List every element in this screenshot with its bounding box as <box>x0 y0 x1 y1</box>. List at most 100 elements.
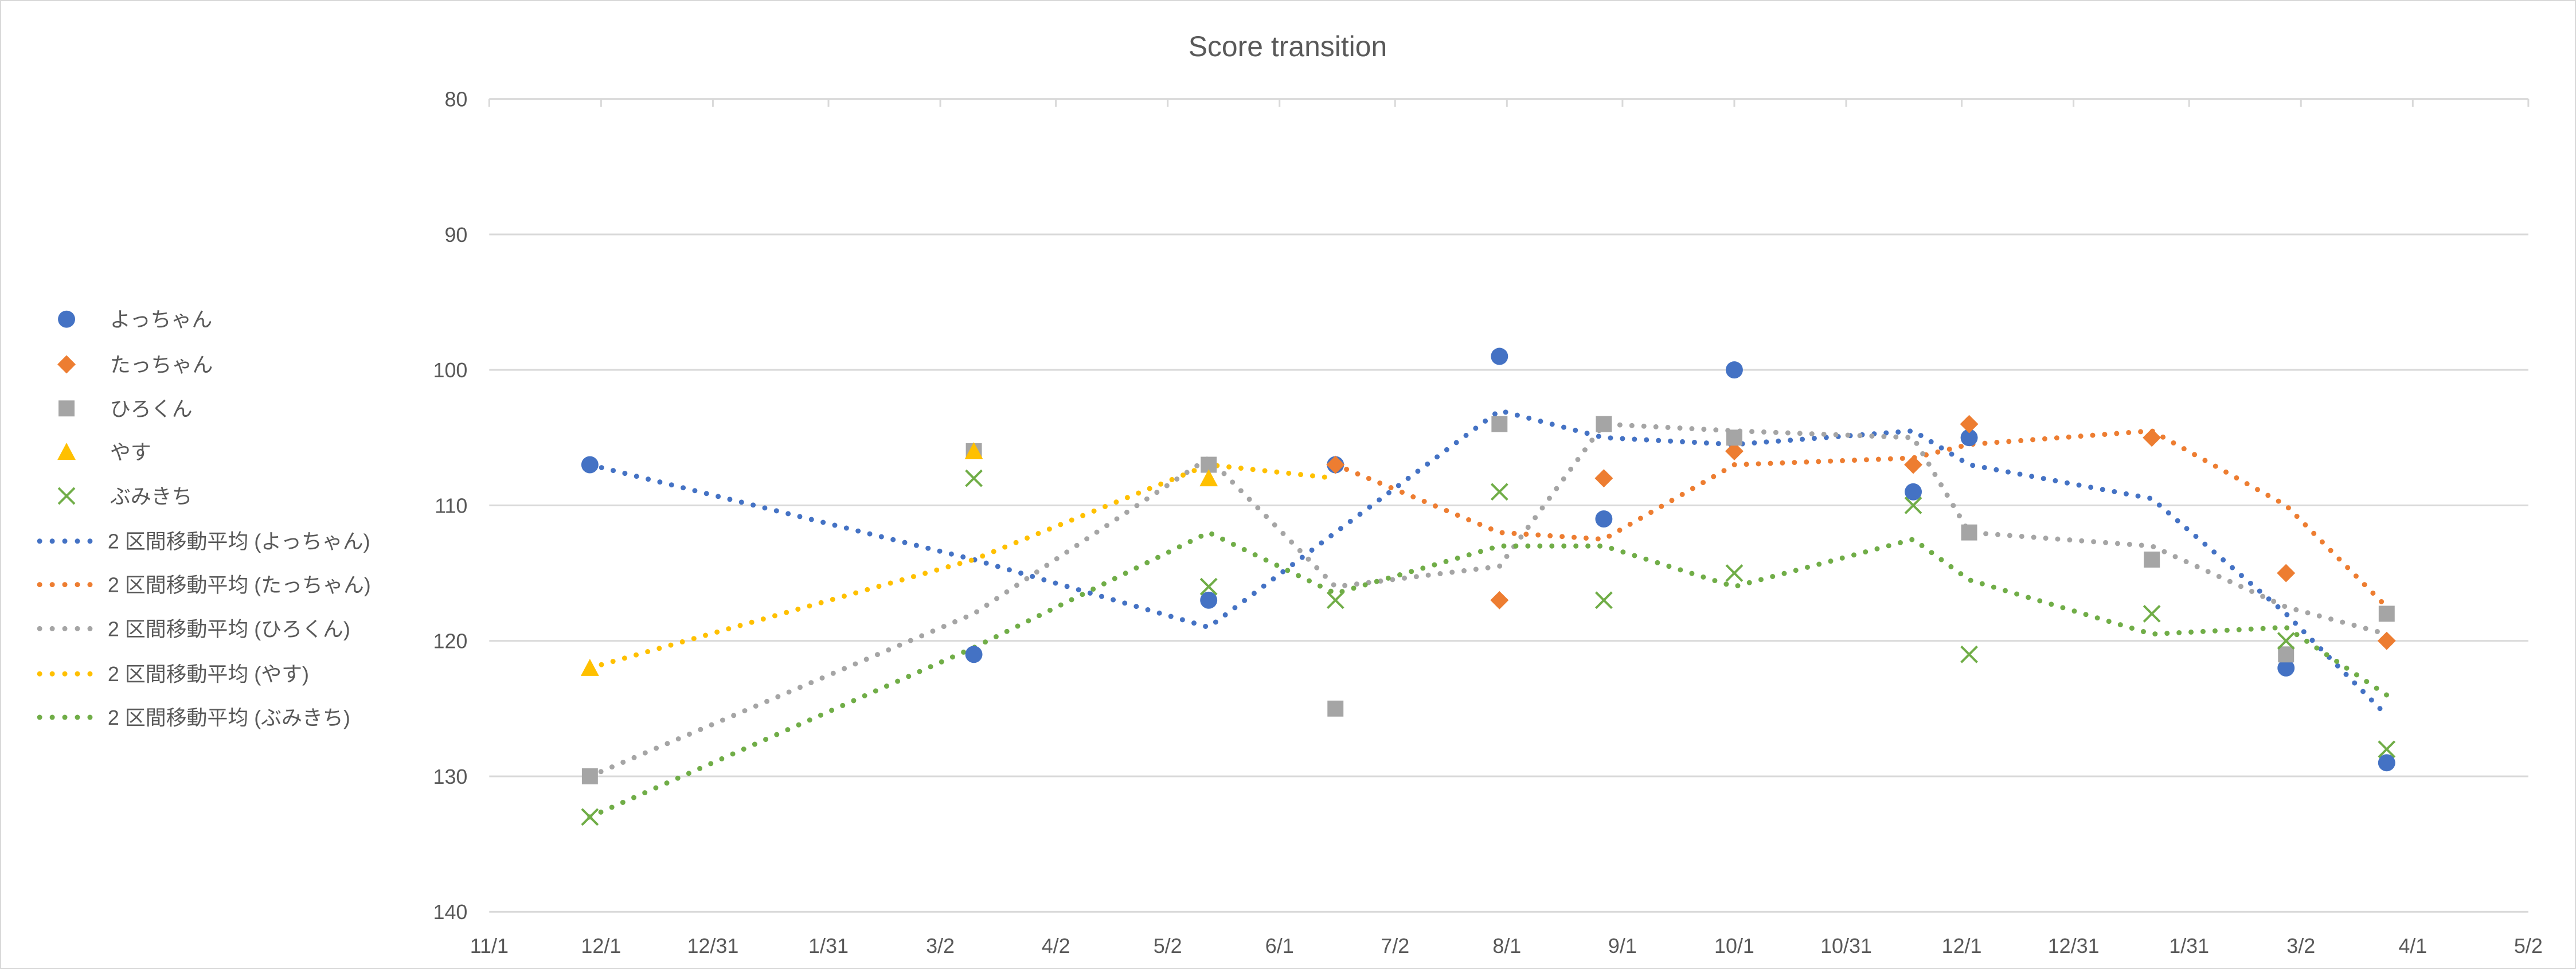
data-point <box>1199 577 1218 596</box>
data-point <box>1904 497 1922 514</box>
data-point <box>1327 700 1344 717</box>
chart-title: Score transition <box>1189 30 1387 62</box>
data-point <box>1904 455 1923 474</box>
data-point <box>2378 754 2395 772</box>
data-point <box>1326 591 1344 609</box>
y-tick-label: 110 <box>435 494 467 517</box>
data-point <box>1596 416 1612 432</box>
data-point <box>1326 455 1345 474</box>
x-tick-label: 9/1 <box>1608 934 1637 958</box>
data-point <box>2378 740 2396 759</box>
x-tick-label: 4/2 <box>1042 934 1070 958</box>
triangle-marker-icon <box>57 443 76 460</box>
x-tick-label: 5/2 <box>1154 934 1182 958</box>
gridlines <box>489 98 2528 913</box>
y-axis: 80 90 100 110 120 130 140 <box>433 88 467 924</box>
x-stroke <box>2378 740 2396 759</box>
legend-label: たっちゃん <box>110 353 213 376</box>
data-point <box>1595 510 1613 528</box>
x-tick-label: 3/2 <box>926 934 955 958</box>
legend-item: 2 区間移動平均 (たっちゃん) <box>37 573 371 597</box>
y-tick-label: 100 <box>433 358 467 382</box>
legend-item: ぶみきち <box>57 484 193 508</box>
x-tick-label: 7/2 <box>1381 934 1409 958</box>
data-point <box>580 658 599 676</box>
data-point <box>1960 415 1979 433</box>
legend-item: 2 区間移動平均 (ぶみきち) <box>37 706 350 729</box>
moving-average-lines <box>587 408 2390 820</box>
legend-item: たっちゃん <box>57 353 213 376</box>
x-tick-label: 4/1 <box>2398 934 2427 958</box>
data-point <box>1490 591 1509 609</box>
legend-item: やす <box>57 440 151 464</box>
data-point <box>1725 564 1744 582</box>
x-stroke <box>1326 591 1344 609</box>
x-stroke <box>1490 483 1508 501</box>
x-stroke <box>1960 645 1978 663</box>
square-marker-icon <box>58 400 75 417</box>
legend-item: 2 区間移動平均 (やす) <box>37 662 309 686</box>
x-stroke <box>1725 564 1744 582</box>
data-point <box>1905 483 1922 501</box>
data-point <box>1491 347 1508 365</box>
x-stroke <box>965 469 983 487</box>
x-axis: 11/1 12/1 12/31 1/31 3/2 4/2 5/2 6/1 7/2 8/1 9/1 10… <box>470 99 2543 958</box>
legend-item: 2 区間移動平均 (よっちゃん) <box>37 530 370 553</box>
x-stroke <box>2143 605 2161 623</box>
x-tick-label: 11/1 <box>470 934 509 958</box>
x-stroke <box>1595 591 1613 609</box>
x-stroke <box>1904 497 1922 514</box>
data-point <box>581 768 598 784</box>
data-point <box>1199 469 1218 487</box>
data-point <box>1490 483 1508 501</box>
legend-label: 2 区間移動平均 (ぶみきち) <box>108 706 350 729</box>
x-tick-label: 8/1 <box>1492 934 1521 958</box>
data-point <box>2277 564 2296 583</box>
legend-label: 2 区間移動平均 (よっちゃん) <box>108 530 370 553</box>
data-point <box>1594 469 1613 488</box>
moving-average-line <box>587 408 2390 718</box>
legend-label: 2 区間移動平均 (ひろくん) <box>108 617 350 640</box>
data-point <box>1961 524 1977 541</box>
diamond-marker-icon <box>57 355 76 374</box>
x-stroke <box>2277 632 2295 650</box>
moving-average-line <box>587 462 1338 671</box>
legend-item: 2 区間移動平均 (ひろくん) <box>37 617 350 640</box>
legend-label: ぶみきち <box>110 484 193 508</box>
data-point <box>2278 646 2294 663</box>
moving-average-line <box>587 421 2390 779</box>
x-tick-label: 12/31 <box>687 934 738 958</box>
data-point <box>2143 605 2161 623</box>
data-point <box>2143 428 2161 447</box>
data-point <box>2277 632 2295 650</box>
data-point <box>1595 591 1613 609</box>
data-point <box>965 469 983 487</box>
circle-marker-icon <box>58 310 76 328</box>
x-marker-icon <box>57 487 76 505</box>
legend-label: よっちゃん <box>110 308 212 331</box>
data-point <box>581 808 599 826</box>
legend-label: 2 区間移動平均 (たっちゃん) <box>108 573 371 597</box>
legend-label: ひろくん <box>110 397 193 420</box>
x-tick-label: 1/31 <box>808 934 849 958</box>
data-point <box>1200 591 1218 609</box>
legend-item: よっちゃん <box>58 308 212 331</box>
x-tick-label: 1/31 <box>2169 934 2209 958</box>
data-points <box>580 347 2396 826</box>
data-point <box>965 646 983 663</box>
data-point <box>2378 605 2395 622</box>
data-point <box>964 441 983 459</box>
x-tick-label: 10/31 <box>1820 934 1872 958</box>
data-point <box>581 456 599 474</box>
x-tick-label: 3/2 <box>2286 934 2315 958</box>
moving-average-line <box>587 529 2390 820</box>
x-stroke <box>57 487 76 505</box>
data-point <box>1960 645 1978 663</box>
data-point <box>1960 429 1978 447</box>
y-tick-label: 90 <box>444 223 467 247</box>
data-point <box>2277 659 2295 677</box>
data-point <box>1491 416 1508 432</box>
legend-label: 2 区間移動平均 (やす) <box>108 662 309 686</box>
x-tick-label: 6/1 <box>1265 934 1294 958</box>
